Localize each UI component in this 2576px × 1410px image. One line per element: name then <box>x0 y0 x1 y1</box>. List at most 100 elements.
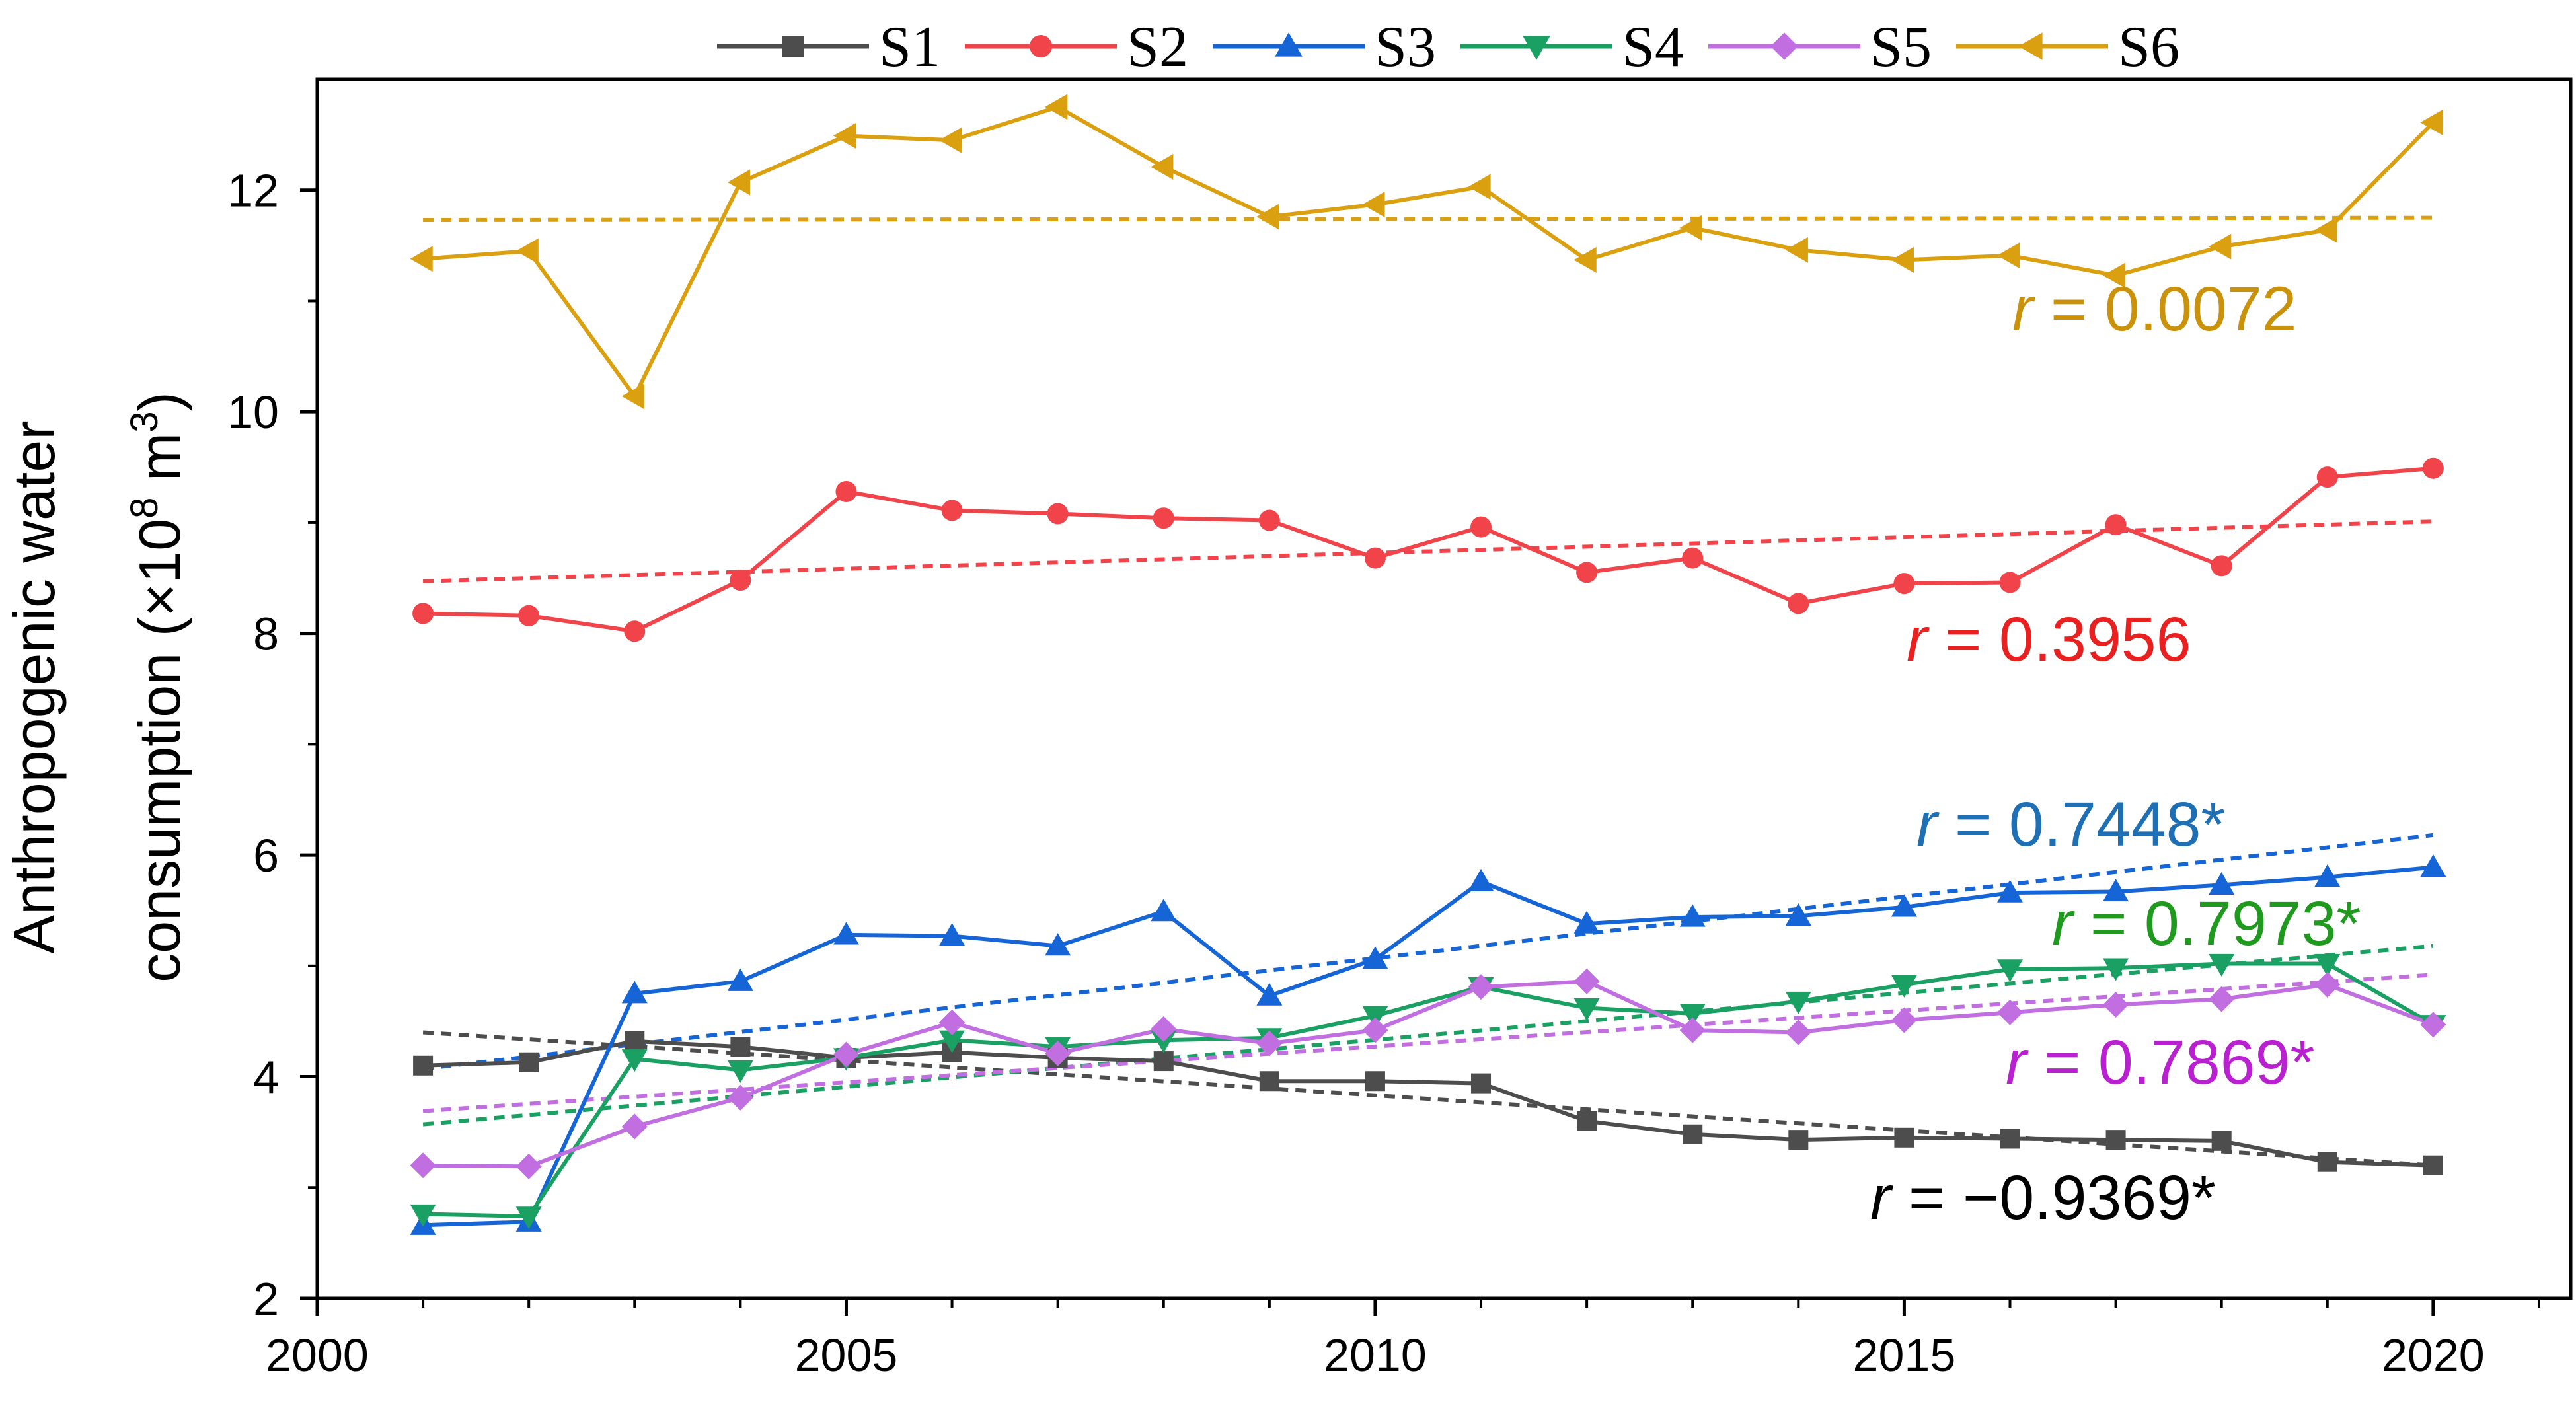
data-point-s6 <box>1891 246 1914 273</box>
data-point-s2 <box>1153 507 1174 529</box>
data-point-s2 <box>624 620 646 642</box>
data-point-s6 <box>1468 174 1491 200</box>
data-point-s6 <box>1151 154 1174 180</box>
data-point-s4 <box>1679 1004 1706 1027</box>
r-value: = 0.7973* <box>2073 889 2361 959</box>
y-tick-label: 6 <box>253 830 279 881</box>
data-point-s2 <box>412 603 434 624</box>
x-tick-label: 2020 <box>2382 1329 2485 1381</box>
data-point-s1 <box>1788 1130 1809 1150</box>
data-point-s3 <box>1256 983 1283 1006</box>
data-point-s4 <box>1891 975 1917 998</box>
data-point-s6 <box>2103 262 2126 289</box>
r-value: = −0.9369* <box>1891 1163 2216 1233</box>
data-point-s3 <box>1573 910 1600 934</box>
data-point-s3 <box>1891 894 1917 917</box>
x-tick-label: 2010 <box>1324 1329 1427 1381</box>
series-line-s5 <box>423 979 2434 1169</box>
data-point-s2 <box>2105 514 2127 536</box>
data-point-s1 <box>1894 1127 1914 1148</box>
r-symbol: r <box>1870 1163 1893 1233</box>
data-point-s1 <box>730 1037 751 1057</box>
data-point-s5 <box>939 1009 966 1035</box>
data-point-s3 <box>2209 872 2235 895</box>
data-point-s2 <box>730 570 751 591</box>
data-point-s2 <box>1788 593 1809 614</box>
data-point-s4 <box>1997 959 2024 983</box>
data-point-s2 <box>2422 457 2444 479</box>
y-tick-label: 8 <box>253 609 279 660</box>
data-point-s6 <box>621 383 644 410</box>
data-point-s5 <box>1573 968 1600 994</box>
data-point-s3 <box>1045 933 1071 956</box>
data-point-s5 <box>727 1084 753 1111</box>
data-point-s6 <box>1045 94 1068 120</box>
data-point-s6 <box>2420 109 2443 135</box>
data-point-s2 <box>518 605 540 626</box>
data-point-s1 <box>1683 1124 1703 1144</box>
r-symbol: r <box>1907 605 1930 675</box>
data-point-s1 <box>2317 1152 2337 1172</box>
data-point-s5 <box>1362 1017 1388 1043</box>
data-point-s6 <box>727 169 751 196</box>
trend-line-s3 <box>422 833 2434 1071</box>
r-symbol: r <box>1916 790 1940 860</box>
data-point-s5 <box>2420 1012 2446 1038</box>
data-point-s1 <box>625 1031 645 1051</box>
r-value: = 0.3956 <box>1928 605 2191 675</box>
y-tick-label: 12 <box>227 165 279 217</box>
r-value: = 0.7869* <box>2027 1027 2315 1097</box>
data-point-s2 <box>2211 555 2232 577</box>
data-point-s3 <box>1997 879 2024 903</box>
data-point-s2 <box>1258 509 1280 531</box>
data-point-s6 <box>410 246 433 272</box>
data-point-s4 <box>515 1206 542 1230</box>
data-point-s5 <box>621 1113 648 1140</box>
r-symbol: r <box>2012 274 2035 344</box>
trend-line-s5 <box>422 973 2434 1113</box>
data-point-s1 <box>1471 1073 1492 1094</box>
data-point-s6 <box>1679 215 1702 241</box>
data-point-s2 <box>941 500 963 521</box>
data-point-s4 <box>2209 953 2235 977</box>
data-point-s2 <box>1047 503 1069 525</box>
data-point-s6 <box>515 238 539 264</box>
trend-line-s2 <box>423 519 2433 583</box>
y-axis-title-exp: 8 <box>123 498 166 519</box>
data-point-s1 <box>1577 1111 1597 1131</box>
data-point-s2 <box>2316 466 2338 488</box>
r-value-label-s6: r = 0.0072 <box>2012 274 2296 344</box>
data-point-s3 <box>833 922 859 945</box>
series-line-s4 <box>423 961 2435 1218</box>
data-point-s6 <box>833 123 856 149</box>
series-markers <box>410 94 2446 1235</box>
legend-swatch-marker <box>1770 32 1798 60</box>
legend-swatch-marker <box>1523 36 1550 60</box>
data-point-s6 <box>1997 242 2020 269</box>
data-point-s1 <box>1259 1071 1279 1092</box>
r-value-label-s2: r = 0.3956 <box>1907 605 2191 675</box>
trend-line-s4 <box>422 944 2434 1127</box>
y-axis-label: Anthropogenic water consumption (×108 m3… <box>1 392 192 983</box>
r-value-label-s3: r = 0.7448* <box>1916 790 2225 860</box>
data-point-s5 <box>515 1153 542 1179</box>
legend-label: S5 <box>1870 15 1932 79</box>
legend-label: S3 <box>1375 15 1436 79</box>
data-point-s6 <box>1362 192 1385 218</box>
data-point-s5 <box>410 1152 436 1179</box>
data-point-s3 <box>1468 868 1494 891</box>
data-point-s2 <box>835 480 857 502</box>
tick-group: 2000 2005 2010 2015 2020 2 4 6 8 10 12 <box>227 165 2540 1381</box>
data-point-s3 <box>2420 854 2446 877</box>
data-point-s5 <box>1891 1007 1917 1033</box>
data-point-s4 <box>1785 991 1811 1014</box>
y-axis-title-suffix: ) <box>127 392 192 411</box>
r-value: = 0.0072 <box>2033 274 2297 344</box>
y-tick-label: 10 <box>227 387 279 438</box>
series-line-s6 <box>422 104 2435 398</box>
data-point-s1 <box>1153 1051 1174 1072</box>
data-point-s4 <box>939 1030 966 1053</box>
data-point-s5 <box>2314 971 2341 998</box>
